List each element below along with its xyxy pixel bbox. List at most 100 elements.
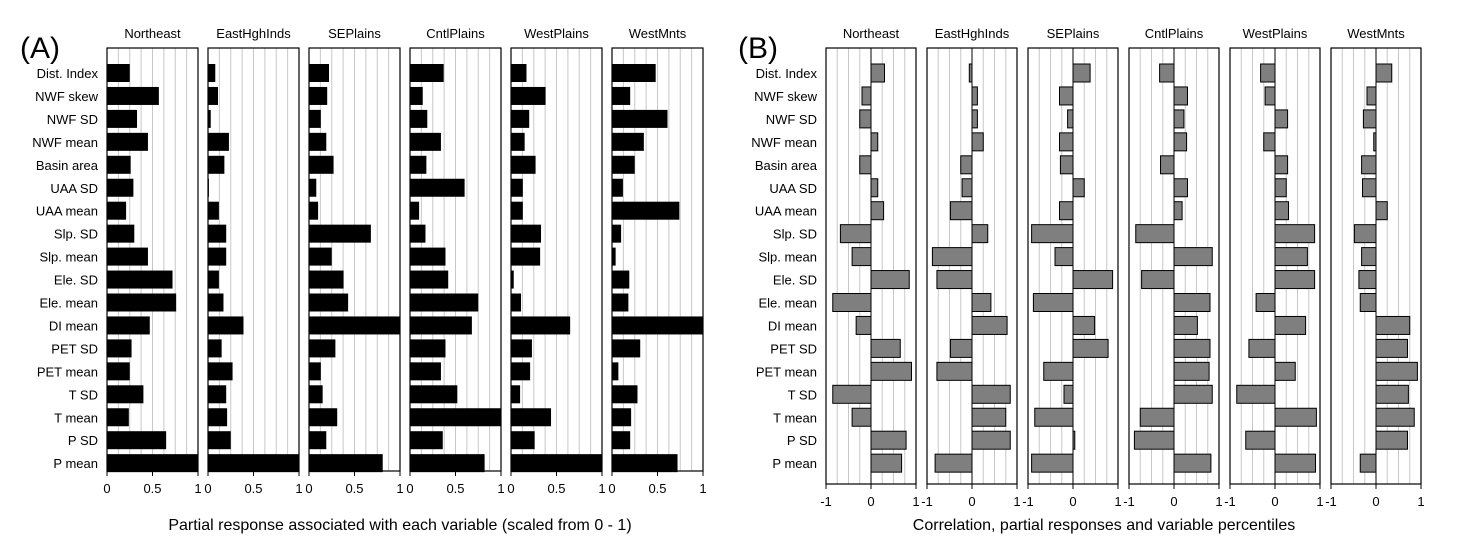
bar	[1173, 315, 1198, 335]
bar	[1072, 178, 1085, 198]
bar	[1375, 384, 1409, 404]
bar	[511, 408, 552, 427]
bar	[612, 64, 656, 82]
series-title: WestMnts	[629, 26, 687, 41]
bar	[208, 408, 228, 427]
bar	[1173, 338, 1211, 358]
category-label: T mean	[773, 410, 817, 425]
bar	[208, 454, 299, 473]
category-label: Slp. mean	[39, 250, 98, 265]
series-title: SEPlains	[1047, 26, 1100, 41]
bar	[612, 385, 638, 404]
category-label: Ele. SD	[54, 273, 98, 288]
x-tick-label: 1	[194, 481, 201, 496]
bar	[511, 132, 525, 151]
bar	[1274, 178, 1287, 198]
category-label: DI mean	[768, 318, 817, 333]
bar	[1031, 453, 1074, 473]
bar	[309, 86, 328, 105]
bar	[832, 293, 872, 312]
bar	[511, 86, 546, 105]
bar	[511, 201, 523, 220]
bar	[107, 109, 138, 128]
bar	[309, 109, 321, 128]
series-title: EastHghInds	[216, 26, 291, 41]
bar	[1375, 407, 1415, 427]
bar	[936, 270, 973, 290]
bar	[309, 454, 383, 473]
bar	[208, 64, 216, 82]
bar	[855, 315, 872, 335]
x-axis-label: Correlation, partial responses and varia…	[913, 517, 1295, 534]
bar	[1375, 63, 1393, 83]
bar	[410, 385, 458, 404]
bar	[1373, 132, 1377, 152]
category-label: P SD	[787, 433, 817, 448]
bar	[208, 86, 219, 105]
bar	[410, 431, 443, 450]
bar	[410, 293, 479, 312]
bar	[612, 431, 631, 450]
x-tick-label: -1	[1325, 494, 1337, 509]
bar	[1135, 224, 1175, 244]
category-label: PET mean	[756, 364, 817, 379]
category-label: NWF skew	[754, 89, 817, 104]
bar	[968, 63, 973, 83]
bar	[971, 109, 978, 129]
bar	[870, 132, 879, 152]
x-tick-label: 0	[305, 481, 312, 496]
x-tick-label: -1	[1123, 494, 1135, 509]
bar	[859, 155, 872, 175]
panel-label: (A)	[20, 32, 60, 65]
category-label: P SD	[68, 433, 98, 448]
bar	[511, 454, 602, 473]
bar	[971, 407, 1007, 427]
bar	[1362, 178, 1377, 198]
bar	[309, 293, 349, 312]
bar	[511, 362, 531, 381]
bar	[1141, 270, 1175, 290]
bar	[839, 224, 872, 244]
bar	[309, 247, 332, 266]
bar	[961, 178, 973, 198]
x-tick-label: 0	[1069, 494, 1076, 509]
x-tick-label: 0.5	[345, 481, 363, 496]
bar	[1173, 293, 1211, 312]
x-tick-label: -1	[820, 494, 832, 509]
bar	[309, 155, 334, 174]
bar	[410, 224, 426, 243]
x-tick-label: 1	[295, 481, 302, 496]
category-label: Dist. Index	[756, 66, 818, 81]
bar	[410, 64, 444, 82]
bar	[1260, 63, 1276, 83]
bar	[309, 431, 327, 450]
x-tick-label: -1	[921, 494, 933, 509]
series-title: WestPlains	[524, 26, 589, 41]
series-title: CntlPlains	[426, 26, 485, 41]
x-tick-label: 0.5	[547, 481, 565, 496]
x-tick-label: 1	[699, 481, 706, 496]
category-label: Ele. mean	[758, 296, 817, 311]
bar	[410, 339, 446, 358]
bar	[107, 362, 130, 381]
bar	[612, 362, 619, 381]
bar	[107, 132, 148, 151]
bar	[1160, 155, 1175, 175]
bar	[1173, 453, 1212, 473]
category-label: Basin area	[36, 158, 99, 173]
bar	[612, 316, 703, 335]
bar	[410, 109, 428, 128]
series-title: SEPlains	[328, 26, 381, 41]
bar	[1274, 315, 1307, 335]
bar	[1362, 109, 1377, 129]
x-tick-label: 0	[103, 481, 110, 496]
bar	[870, 63, 885, 83]
bar	[1274, 453, 1316, 473]
bar	[107, 155, 131, 174]
bar	[410, 178, 465, 197]
bar	[309, 270, 344, 289]
bar	[309, 64, 330, 82]
x-tick-label: 1	[1316, 494, 1323, 509]
bar	[309, 316, 400, 335]
category-label: T SD	[788, 387, 817, 402]
